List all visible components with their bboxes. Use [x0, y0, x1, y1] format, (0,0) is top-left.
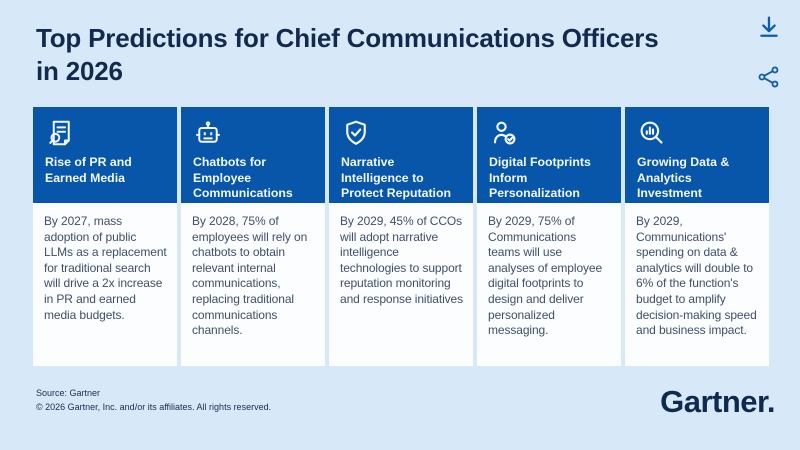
card-body-text: By 2029, Communications' spending on dat…	[625, 203, 769, 366]
card-header: Chatbots for Employee Communications	[181, 107, 325, 203]
card-title: Rise of PR and Earned Media	[45, 155, 132, 185]
share-icon	[756, 64, 782, 90]
document-search-icon	[45, 118, 167, 148]
card-header: Rise of PR and Earned Media	[33, 107, 177, 203]
prediction-cards: Rise of PR and Earned Media By 2027, mas…	[33, 107, 769, 366]
card-header: Narrative Intelligence to Protect Reputa…	[329, 107, 473, 203]
card-chatbots: Chatbots for Employee Communications By …	[181, 107, 325, 366]
chatbot-icon	[193, 118, 315, 148]
footer-legal: Source: Gartner © 2026 Gartner, Inc. and…	[36, 386, 271, 414]
card-title: Digital Footprints Inform Personalizatio…	[489, 155, 591, 201]
card-header: Growing Data & Analytics Investment	[625, 107, 769, 203]
person-check-icon	[489, 118, 611, 148]
source-note: Source: Gartner	[36, 388, 101, 398]
gartner-logo-registered-mark: .	[766, 384, 776, 419]
toolbar	[754, 12, 784, 92]
card-body-text: By 2027, mass adoption of public LLMs as…	[33, 203, 177, 366]
card-digital-footprints: Digital Footprints Inform Personalizatio…	[477, 107, 621, 366]
download-button[interactable]	[754, 12, 784, 42]
card-title: Chatbots for Employee Communications	[193, 155, 293, 201]
card-title: Growing Data & Analytics Investment	[637, 155, 730, 201]
card-header: Digital Footprints Inform Personalizatio…	[477, 107, 621, 203]
gartner-logo-text: Gartner	[660, 384, 767, 419]
shield-check-icon	[341, 118, 463, 148]
download-icon	[755, 13, 783, 41]
card-body-text: By 2028, 75% of employees will rely on c…	[181, 203, 325, 366]
copyright-note: © 2026 Gartner, Inc. and/or its affiliat…	[36, 402, 272, 412]
gartner-logo: Gartner.	[660, 384, 775, 420]
card-title: Narrative Intelligence to Protect Reputa…	[341, 155, 451, 201]
page-title: Top Predictions for Chief Communications…	[36, 23, 659, 86]
card-body-text: By 2029, 75% of Communications teams wil…	[477, 203, 621, 366]
card-rise-of-pr: Rise of PR and Earned Media By 2027, mas…	[33, 107, 177, 366]
card-body-text: By 2029, 45% of CCOs will adopt narrativ…	[329, 203, 473, 366]
card-data-analytics: Growing Data & Analytics Investment By 2…	[625, 107, 769, 366]
magnifier-chart-icon	[637, 118, 759, 148]
card-narrative-intelligence: Narrative Intelligence to Protect Reputa…	[329, 107, 473, 366]
share-button[interactable]	[754, 62, 784, 92]
